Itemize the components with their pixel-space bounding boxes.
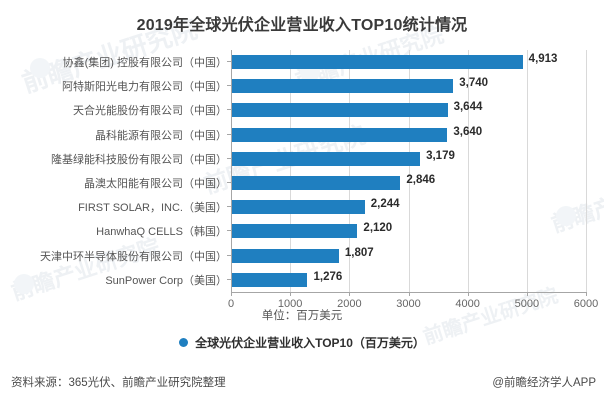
category-label: 天津中环半导体股份有限公司（中国） bbox=[40, 250, 227, 263]
bar-row[interactable]: 2,244 FIRST SOLAR，INC.（美国） bbox=[78, 195, 586, 219]
bar[interactable] bbox=[232, 200, 365, 215]
bar[interactable] bbox=[232, 79, 454, 94]
bar[interactable] bbox=[232, 176, 401, 190]
y-axis-tick bbox=[227, 230, 231, 232]
x-axis-tick-label: 6000 bbox=[573, 298, 599, 310]
y-axis-line bbox=[231, 50, 232, 292]
y-axis-tick bbox=[227, 133, 231, 135]
bar-value-label: 4,913 bbox=[528, 53, 558, 65]
category-label: HanwhaQ CELLS（韩国） bbox=[96, 226, 227, 239]
footer-brand: @前瞻经济学人APP bbox=[492, 377, 596, 389]
category-label: 隆基绿能科技股份有限公司（中国） bbox=[51, 153, 227, 166]
x-axis-tick-label: 4000 bbox=[455, 298, 480, 310]
gridline bbox=[290, 50, 292, 292]
bar-value-label: 2,120 bbox=[363, 222, 393, 235]
bar-value-label: 3,179 bbox=[426, 149, 455, 162]
bar-row[interactable]: 1,807 天津中环半导体股份有限公司（中国） bbox=[40, 244, 586, 268]
bar-value-label: 3,740 bbox=[459, 77, 489, 90]
x-axis-tick bbox=[408, 292, 410, 296]
bar-value-label: 3,640 bbox=[453, 125, 483, 138]
bar-row[interactable]: 3,644 天合光能股份有限公司（中国） bbox=[73, 98, 586, 122]
y-axis-tick bbox=[227, 157, 231, 159]
watermark-logo-icon bbox=[30, 58, 50, 78]
legend-label: 全球光伏企业营业收入TOP10（百万美元） bbox=[195, 336, 425, 350]
chart-title: 2019年全球光伏企业营业收入TOP10统计情况 bbox=[136, 17, 468, 34]
x-axis-tick bbox=[586, 292, 587, 296]
y-axis-tick bbox=[227, 206, 231, 208]
y-axis-tick bbox=[227, 278, 231, 280]
y-axis-tick bbox=[227, 182, 231, 183]
bar-value-label: 1,276 bbox=[313, 270, 343, 283]
x-axis-tick-label: 2000 bbox=[337, 298, 362, 310]
bar-value-label: 3,644 bbox=[453, 101, 483, 114]
gridline bbox=[467, 50, 469, 292]
category-label: 天合光能股份有限公司（中国） bbox=[73, 105, 227, 118]
bar-row[interactable]: 3,640 晶科能源有限公司（中国） bbox=[95, 123, 586, 147]
gridline bbox=[349, 50, 351, 292]
bar[interactable] bbox=[232, 55, 523, 69]
x-axis-tick bbox=[290, 292, 292, 296]
bar-row[interactable]: 3,740 阿特斯阳光电力有限公司（中国） bbox=[62, 74, 586, 98]
bar[interactable] bbox=[232, 103, 448, 118]
bar-value-label: 1,807 bbox=[344, 246, 374, 259]
y-axis-tick bbox=[227, 109, 231, 111]
gridline bbox=[408, 50, 410, 292]
x-axis-tick-label: 5000 bbox=[514, 298, 540, 310]
chart-legend: 全球光伏企业营业收入TOP10（百万美元） bbox=[0, 334, 604, 351]
bar-chart: 4,913 协鑫(集团) 控股有限公司（中国） 3,740 阿特斯阳光电力有限公司（中… bbox=[0, 46, 604, 310]
legend-marker-icon bbox=[179, 338, 189, 347]
bar-value-label: 2,846 bbox=[406, 174, 436, 186]
category-label: 阿特斯阳光电力有限公司（中国） bbox=[62, 81, 227, 94]
bar[interactable] bbox=[232, 224, 358, 239]
x-axis-tick-label: 1000 bbox=[277, 298, 303, 310]
y-axis-tick bbox=[227, 61, 231, 62]
category-label: FIRST SOLAR，INC.（美国） bbox=[78, 202, 227, 215]
y-axis-tick bbox=[227, 85, 231, 87]
y-axis-tick bbox=[227, 254, 231, 256]
bar[interactable] bbox=[232, 248, 339, 263]
x-axis-tick bbox=[231, 292, 232, 296]
bar-value-label: 2,244 bbox=[370, 198, 400, 211]
bar-row[interactable]: 2,846 晶澳太阳能有限公司（中国） bbox=[84, 171, 586, 195]
x-axis-tick-label: 3000 bbox=[396, 298, 421, 310]
bar[interactable] bbox=[232, 151, 421, 166]
bar-row[interactable]: 4,913 协鑫(集团) 控股有限公司（中国） bbox=[63, 50, 586, 74]
x-axis-tick bbox=[467, 292, 469, 296]
bar[interactable] bbox=[232, 272, 308, 287]
watermark-logo-icon bbox=[14, 274, 34, 294]
footer-source: 资料来源：365光伏、前瞻产业研究院整理 bbox=[11, 377, 226, 389]
x-axis-tick bbox=[349, 292, 351, 296]
plot-area: 4,913 协鑫(集团) 控股有限公司（中国） 3,740 阿特斯阳光电力有限公司（中… bbox=[40, 50, 587, 292]
category-label: SunPower Corp（美国） bbox=[105, 274, 227, 287]
gridline bbox=[586, 50, 587, 292]
unit-note: 单位：百万美元 bbox=[261, 310, 343, 322]
x-axis-tick bbox=[526, 292, 528, 296]
category-label: 晶科能源有限公司（中国） bbox=[95, 129, 227, 142]
bar-row[interactable]: 2,120 HanwhaQ CELLS（韩国） bbox=[96, 219, 586, 243]
bar[interactable] bbox=[232, 127, 448, 142]
bar-row[interactable]: 1,276 SunPower Corp（美国） bbox=[105, 268, 586, 292]
footer: 资料来源：365光伏、前瞻产业研究院整理 @前瞻经济学人APP bbox=[0, 370, 604, 406]
watermark-logo-icon bbox=[556, 206, 576, 226]
category-label: 晶澳太阳能有限公司（中国） bbox=[84, 178, 227, 190]
gridline bbox=[526, 50, 528, 292]
bar-row[interactable]: 3,179 隆基绿能科技股份有限公司（中国） bbox=[51, 147, 586, 171]
x-axis-tick-label: 0 bbox=[227, 298, 235, 310]
category-label: 协鑫(集团) 控股有限公司（中国） bbox=[62, 57, 227, 69]
